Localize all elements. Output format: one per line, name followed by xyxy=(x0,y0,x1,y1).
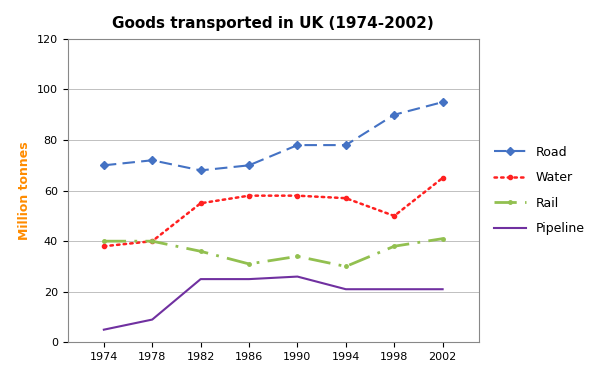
Water xyxy=(197,201,204,205)
Pipeline xyxy=(149,317,156,322)
Rail xyxy=(293,254,301,259)
Pipeline xyxy=(293,274,301,279)
Pipeline xyxy=(197,277,204,282)
Water xyxy=(391,214,398,218)
Road xyxy=(342,143,349,147)
Y-axis label: Million tonnes: Million tonnes xyxy=(18,141,31,240)
Rail xyxy=(391,244,398,249)
Water xyxy=(246,193,253,198)
Rail xyxy=(246,261,253,266)
Rail xyxy=(439,237,446,241)
Road xyxy=(439,100,446,105)
Line: Pipeline: Pipeline xyxy=(104,277,443,330)
Rail xyxy=(342,264,349,269)
Rail xyxy=(100,239,107,244)
Legend: Road, Water, Rail, Pipeline: Road, Water, Rail, Pipeline xyxy=(489,141,589,240)
Line: Rail: Rail xyxy=(100,235,446,270)
Water xyxy=(149,239,156,244)
Water xyxy=(439,176,446,180)
Pipeline xyxy=(246,277,253,282)
Line: Water: Water xyxy=(102,176,445,248)
Rail xyxy=(197,249,204,254)
Road xyxy=(246,163,253,168)
Pipeline xyxy=(391,287,398,292)
Line: Road: Road xyxy=(101,99,445,173)
Title: Goods transported in UK (1974-2002): Goods transported in UK (1974-2002) xyxy=(112,16,434,31)
Road xyxy=(391,112,398,117)
Pipeline xyxy=(342,287,349,292)
Rail xyxy=(149,239,156,244)
Road xyxy=(293,143,301,147)
Water xyxy=(342,196,349,201)
Water xyxy=(100,244,107,249)
Water xyxy=(293,193,301,198)
Road xyxy=(197,168,204,173)
Road xyxy=(149,158,156,163)
Pipeline xyxy=(439,287,446,292)
Pipeline xyxy=(100,328,107,332)
Road xyxy=(100,163,107,168)
